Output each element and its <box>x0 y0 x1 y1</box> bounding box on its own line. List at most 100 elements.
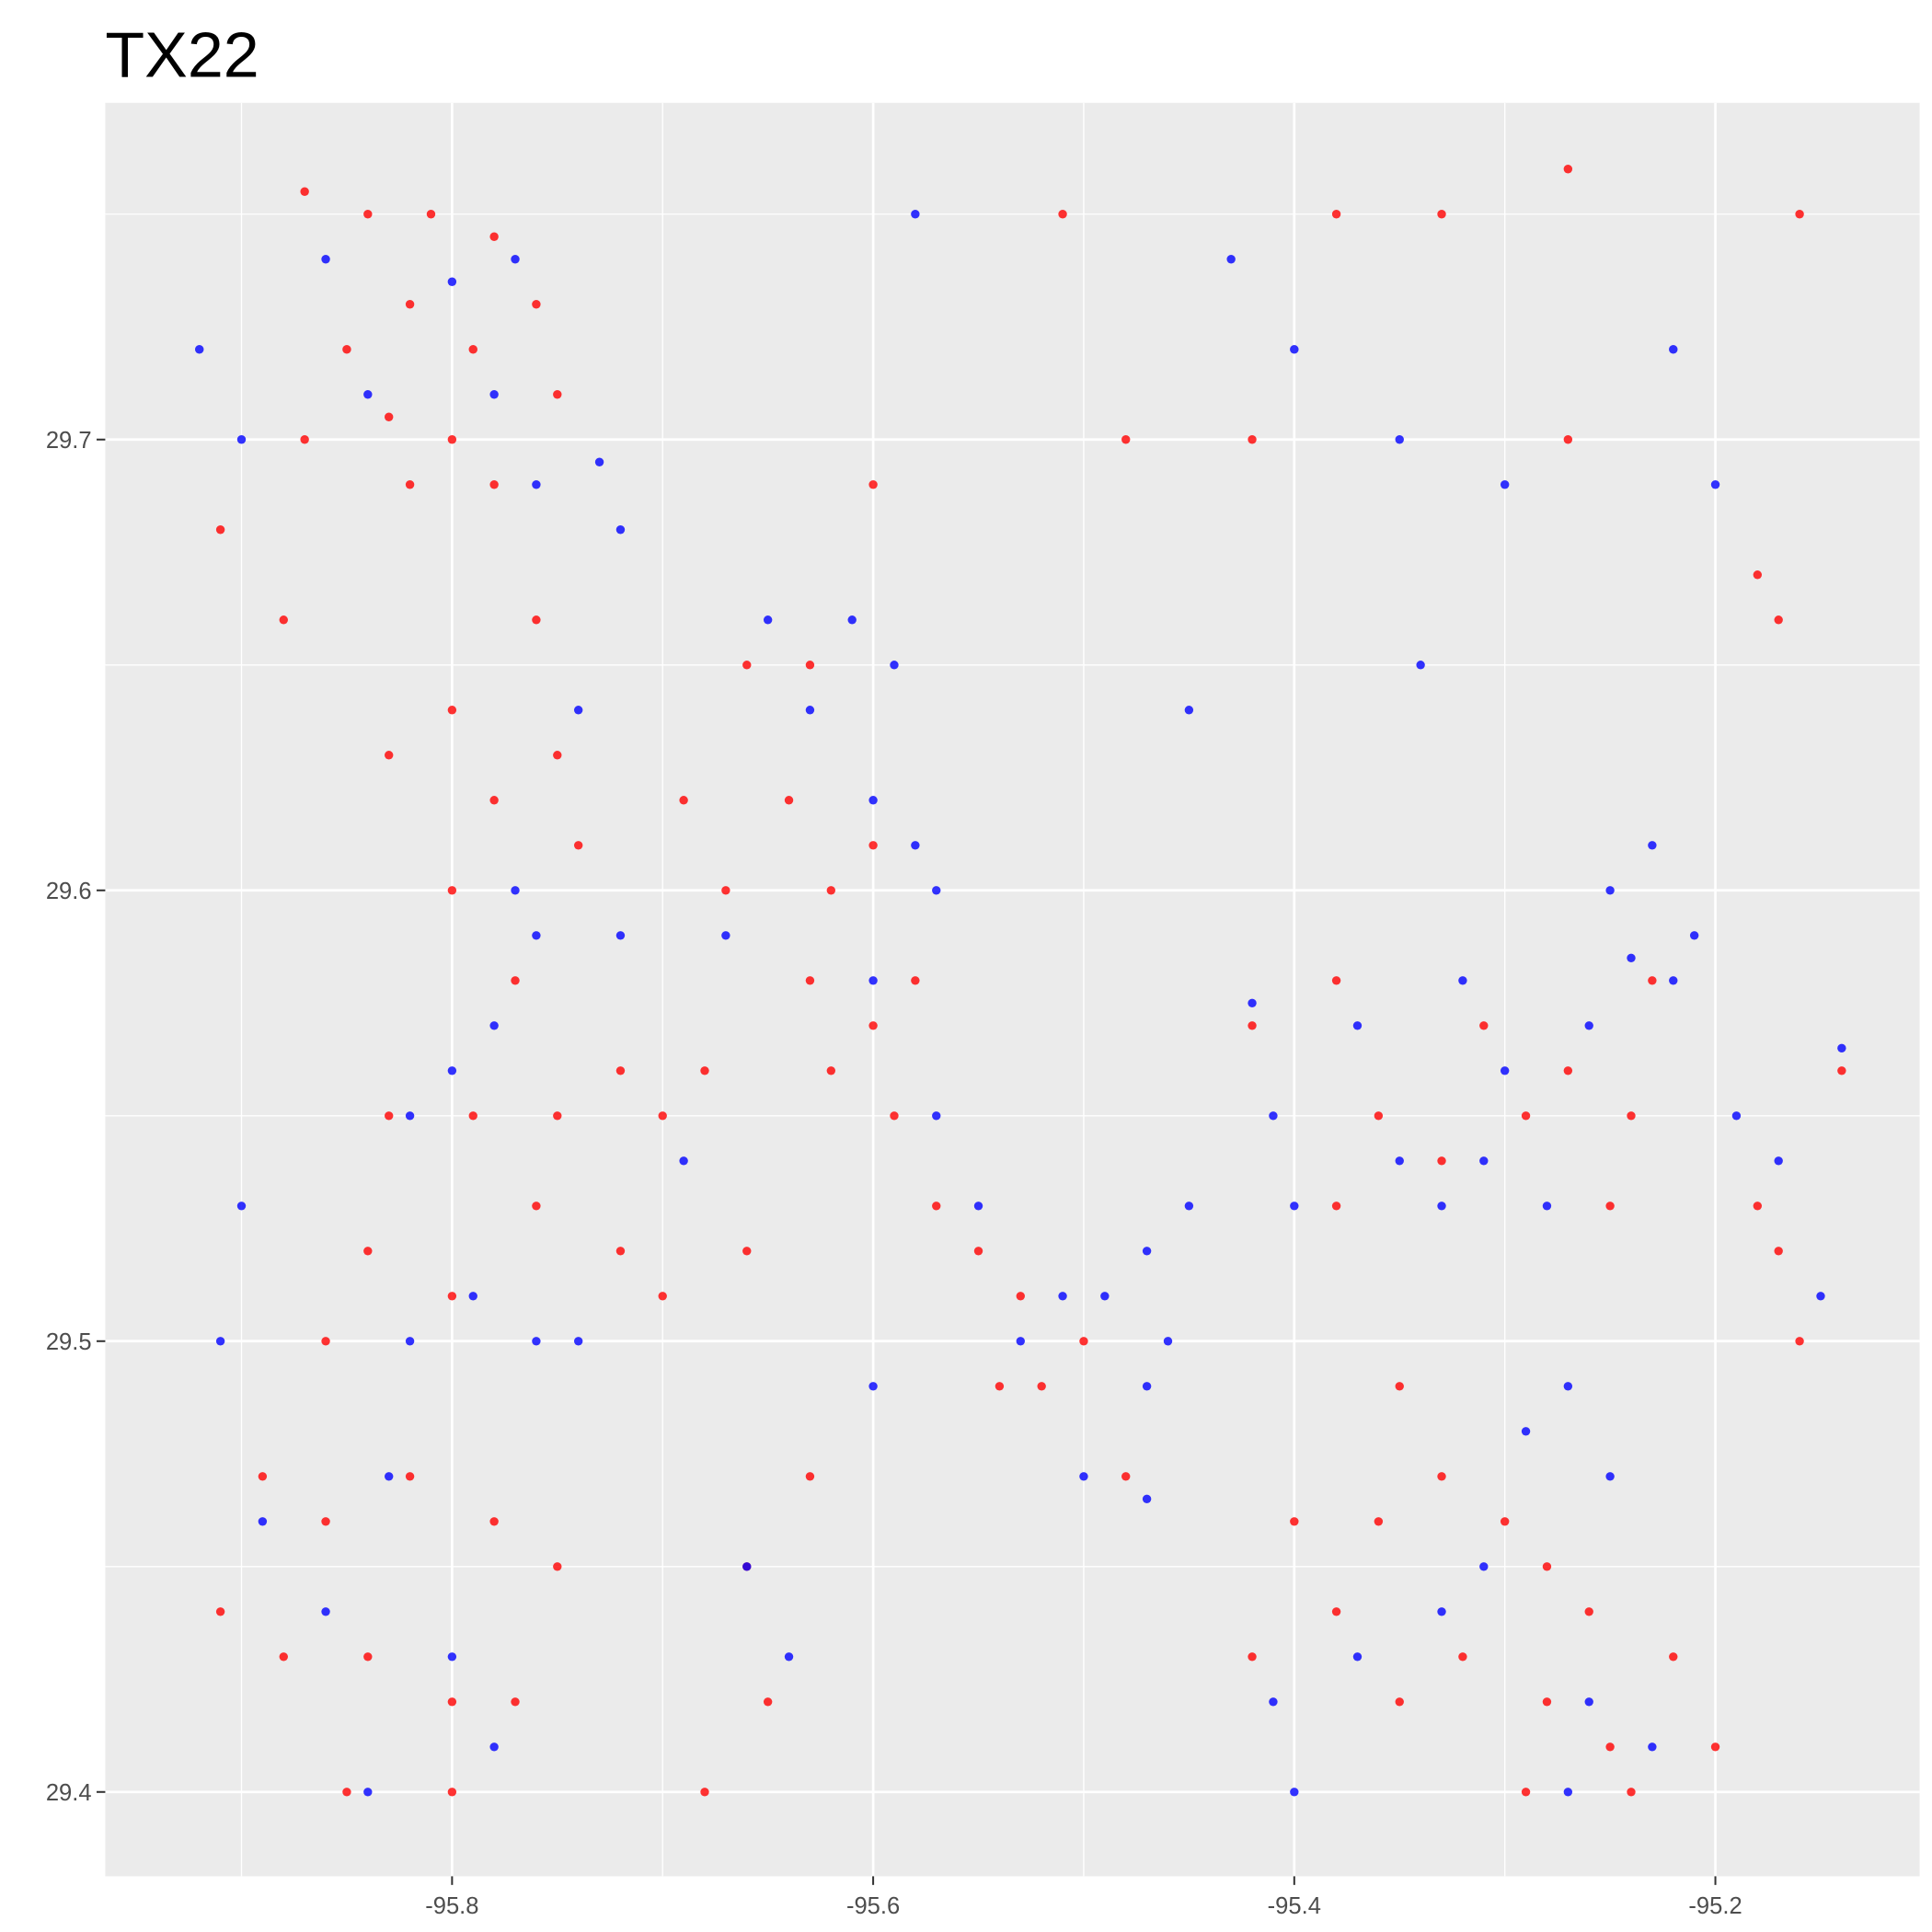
point <box>1416 661 1425 670</box>
point <box>258 1517 268 1526</box>
point <box>932 1202 941 1211</box>
point <box>1121 1472 1131 1481</box>
point <box>1563 435 1573 444</box>
point <box>932 886 941 895</box>
point <box>384 1472 394 1481</box>
point <box>1669 345 1678 354</box>
point <box>973 1247 983 1256</box>
point <box>1479 1021 1489 1030</box>
y-tick-label: 29.6 <box>46 879 92 904</box>
point <box>447 1066 457 1075</box>
point <box>300 187 309 196</box>
point <box>868 1382 878 1391</box>
point <box>447 1788 457 1797</box>
point <box>1037 1382 1046 1391</box>
chart-title: TX22 <box>105 18 259 90</box>
point <box>1605 886 1615 895</box>
point <box>447 1697 457 1707</box>
point <box>1395 1697 1404 1707</box>
point <box>868 976 878 985</box>
point <box>1500 480 1510 489</box>
point <box>1458 1652 1467 1662</box>
point <box>1290 345 1299 354</box>
point <box>215 1607 225 1616</box>
point <box>805 706 815 715</box>
point <box>363 1788 373 1797</box>
point <box>321 1517 330 1526</box>
x-tick-label: -95.4 <box>1268 1893 1321 1919</box>
point <box>1605 1742 1615 1752</box>
point <box>911 976 920 985</box>
point <box>215 525 225 535</box>
point <box>1563 165 1573 174</box>
point <box>573 841 583 850</box>
point <box>489 1517 499 1526</box>
point <box>742 1247 752 1256</box>
point <box>384 1111 394 1121</box>
point <box>1395 435 1404 444</box>
point <box>553 1562 562 1571</box>
point <box>1395 1156 1404 1166</box>
point <box>1100 1292 1110 1301</box>
point <box>1627 1788 1636 1797</box>
point <box>868 796 878 805</box>
point <box>1500 1066 1510 1075</box>
point <box>1500 1517 1510 1526</box>
point <box>911 841 920 850</box>
point <box>1395 1382 1404 1391</box>
point <box>1374 1111 1384 1121</box>
point <box>1795 1337 1804 1346</box>
point <box>1331 210 1341 219</box>
point <box>1689 931 1699 940</box>
point <box>1184 1202 1194 1211</box>
point <box>721 886 730 895</box>
point <box>826 1066 836 1075</box>
point <box>300 435 309 444</box>
point <box>532 300 541 309</box>
point <box>805 661 815 670</box>
point <box>489 796 499 805</box>
point <box>805 1472 815 1481</box>
point <box>1331 976 1341 985</box>
point <box>215 1337 225 1346</box>
point <box>1753 1202 1763 1211</box>
point <box>321 1607 330 1616</box>
point <box>1669 976 1678 985</box>
point <box>1669 1652 1678 1662</box>
point <box>890 1111 899 1121</box>
point <box>1269 1111 1278 1121</box>
point <box>1437 1607 1446 1616</box>
point <box>1584 1697 1593 1707</box>
point <box>932 1111 941 1121</box>
point <box>1479 1156 1489 1166</box>
point <box>1248 998 1257 1007</box>
point <box>489 390 499 399</box>
point <box>1753 570 1763 580</box>
point <box>532 1337 541 1346</box>
point <box>1816 1292 1825 1301</box>
point <box>405 300 415 309</box>
point <box>1479 1562 1489 1571</box>
point <box>405 1111 415 1121</box>
point <box>426 210 436 219</box>
point <box>258 1472 268 1481</box>
point <box>1142 1247 1152 1256</box>
point <box>615 931 626 940</box>
point <box>363 1652 373 1662</box>
point <box>447 886 457 895</box>
point <box>511 976 520 985</box>
point <box>911 210 920 219</box>
point <box>1521 1427 1531 1436</box>
point <box>405 480 415 489</box>
point <box>805 976 815 985</box>
point <box>1121 435 1131 444</box>
point <box>1542 1697 1552 1707</box>
point <box>868 480 878 489</box>
point <box>615 1247 626 1256</box>
point <box>447 435 457 444</box>
y-tick-label: 29.4 <box>46 1780 92 1806</box>
point <box>1079 1337 1088 1346</box>
point <box>553 390 562 399</box>
point <box>1774 1247 1783 1256</box>
point <box>1627 1111 1636 1121</box>
